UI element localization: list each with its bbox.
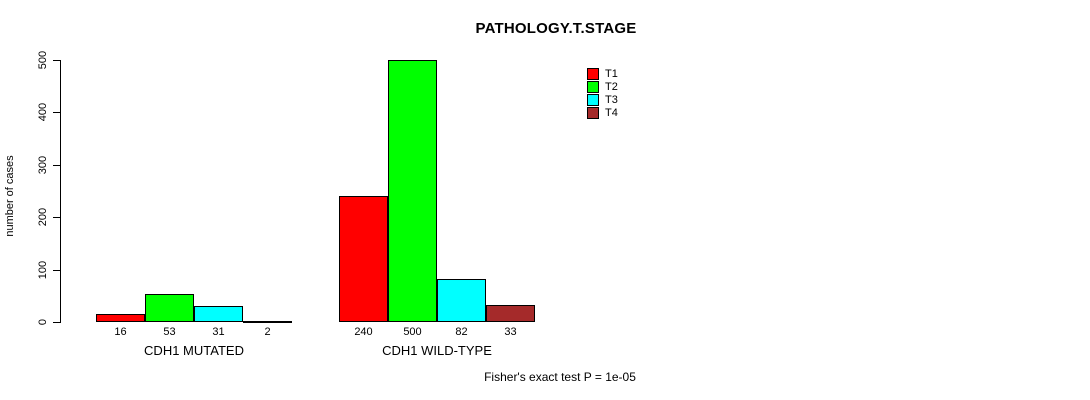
x-axis-group-label: CDH1 MUTATED — [144, 343, 244, 358]
bar-value-label: 31 — [212, 326, 225, 338]
y-axis-tick — [53, 112, 60, 113]
y-axis-tick — [53, 165, 60, 166]
bar-value-label: 500 — [403, 326, 422, 338]
bar-t2-group1 — [388, 60, 437, 322]
y-axis-tick-label: 0 — [37, 318, 49, 326]
x-axis-group-label: CDH1 WILD-TYPE — [382, 343, 492, 358]
bar-t3-group1 — [437, 279, 486, 322]
bar-value-label: 240 — [354, 326, 373, 338]
y-axis-tick — [53, 60, 60, 61]
y-axis-tick-label: 500 — [37, 50, 49, 70]
legend-swatch-t1 — [587, 68, 599, 80]
bar-value-label: 53 — [163, 326, 176, 338]
bar-value-label: 2 — [264, 326, 271, 338]
y-axis-tick-label: 400 — [37, 102, 49, 122]
y-axis-tick — [53, 217, 60, 218]
bar-t4-group1 — [486, 304, 535, 322]
bar-value-label: 82 — [455, 326, 468, 338]
bar-t1-group0 — [96, 313, 145, 322]
legend-label-t3: T3 — [605, 94, 618, 106]
y-axis-tick — [53, 322, 60, 323]
y-axis-line — [60, 60, 61, 323]
bar-t4-group0 — [243, 320, 292, 323]
y-axis-tick-label: 300 — [37, 155, 49, 175]
legend-swatch-t4 — [587, 107, 599, 119]
bar-t2-group0 — [145, 294, 194, 322]
chart-title: PATHOLOGY.T.STAGE — [475, 20, 637, 37]
y-axis-tick-label: 100 — [37, 260, 49, 280]
legend-label-t4: T4 — [605, 107, 618, 119]
bar-value-label: 16 — [114, 326, 127, 338]
legend-swatch-t2 — [587, 81, 599, 93]
legend-label-t1: T1 — [605, 68, 618, 80]
y-axis-tick — [53, 270, 60, 271]
legend-label-t2: T2 — [605, 81, 618, 93]
fisher-test-annotation: Fisher's exact test P = 1e-05 — [484, 370, 636, 384]
y-axis-tick-label: 200 — [37, 207, 49, 227]
bar-t3-group0 — [194, 305, 243, 322]
bar-value-label: 33 — [504, 326, 517, 338]
bar-t1-group1 — [339, 196, 388, 322]
legend-swatch-t3 — [587, 94, 599, 106]
y-axis-label: number of cases — [4, 155, 16, 237]
